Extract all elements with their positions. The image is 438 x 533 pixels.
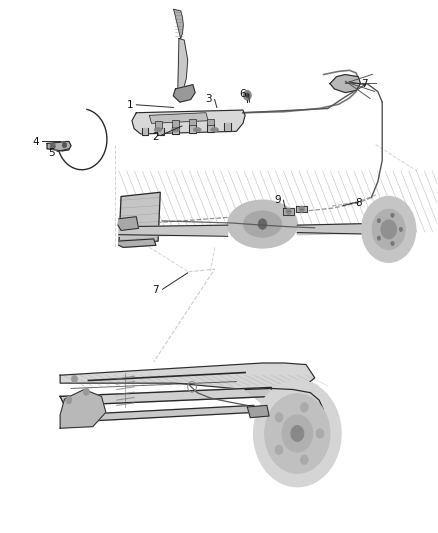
Polygon shape	[245, 389, 323, 425]
Text: 3: 3	[205, 94, 212, 104]
Polygon shape	[224, 123, 231, 131]
Circle shape	[391, 241, 394, 246]
Polygon shape	[207, 124, 214, 132]
Circle shape	[299, 206, 304, 213]
Ellipse shape	[193, 127, 201, 132]
Polygon shape	[119, 192, 160, 245]
Polygon shape	[149, 113, 208, 123]
Circle shape	[381, 220, 396, 239]
Ellipse shape	[228, 200, 297, 248]
Text: 6: 6	[240, 89, 246, 99]
Polygon shape	[60, 390, 106, 428]
Circle shape	[275, 413, 283, 422]
Bar	[172, 120, 179, 126]
Text: 7: 7	[361, 78, 368, 88]
Text: 7: 7	[152, 285, 159, 295]
Polygon shape	[330, 75, 360, 93]
Circle shape	[399, 227, 403, 231]
Polygon shape	[173, 85, 195, 102]
Circle shape	[246, 93, 249, 98]
Text: 2: 2	[152, 132, 159, 142]
Polygon shape	[157, 127, 164, 135]
Circle shape	[286, 208, 291, 215]
Polygon shape	[47, 141, 71, 151]
Polygon shape	[178, 38, 187, 97]
Bar	[189, 119, 196, 125]
Circle shape	[244, 91, 251, 100]
Circle shape	[372, 209, 405, 249]
Polygon shape	[69, 406, 256, 422]
Circle shape	[282, 415, 313, 452]
Polygon shape	[60, 387, 273, 406]
Polygon shape	[297, 223, 393, 235]
Circle shape	[254, 381, 341, 487]
Text: 1: 1	[127, 100, 133, 110]
Polygon shape	[296, 206, 307, 213]
Bar	[207, 118, 214, 125]
Circle shape	[362, 197, 416, 262]
Circle shape	[71, 375, 78, 383]
Polygon shape	[132, 110, 245, 134]
Polygon shape	[247, 406, 269, 418]
Polygon shape	[119, 225, 228, 236]
Circle shape	[300, 455, 308, 465]
Text: 5: 5	[48, 148, 55, 158]
Ellipse shape	[244, 211, 282, 237]
Circle shape	[50, 143, 55, 149]
Polygon shape	[189, 125, 196, 133]
Circle shape	[275, 445, 283, 455]
Circle shape	[300, 402, 308, 412]
Circle shape	[258, 219, 267, 229]
Polygon shape	[118, 216, 138, 230]
Text: 8: 8	[355, 198, 362, 208]
Circle shape	[83, 388, 89, 395]
Polygon shape	[119, 239, 156, 247]
Circle shape	[377, 236, 381, 240]
Circle shape	[265, 394, 330, 473]
Polygon shape	[60, 363, 315, 391]
Polygon shape	[172, 126, 179, 134]
Circle shape	[291, 425, 304, 441]
Circle shape	[316, 429, 324, 438]
Ellipse shape	[172, 127, 180, 132]
Text: 9: 9	[275, 195, 281, 205]
Circle shape	[62, 142, 67, 148]
Polygon shape	[283, 208, 294, 215]
Circle shape	[66, 397, 72, 404]
Polygon shape	[174, 10, 184, 38]
Bar	[155, 121, 162, 127]
Circle shape	[391, 213, 394, 217]
Ellipse shape	[154, 127, 162, 132]
Ellipse shape	[211, 127, 219, 132]
Polygon shape	[141, 127, 148, 135]
Circle shape	[377, 219, 381, 223]
Text: 4: 4	[33, 137, 39, 147]
